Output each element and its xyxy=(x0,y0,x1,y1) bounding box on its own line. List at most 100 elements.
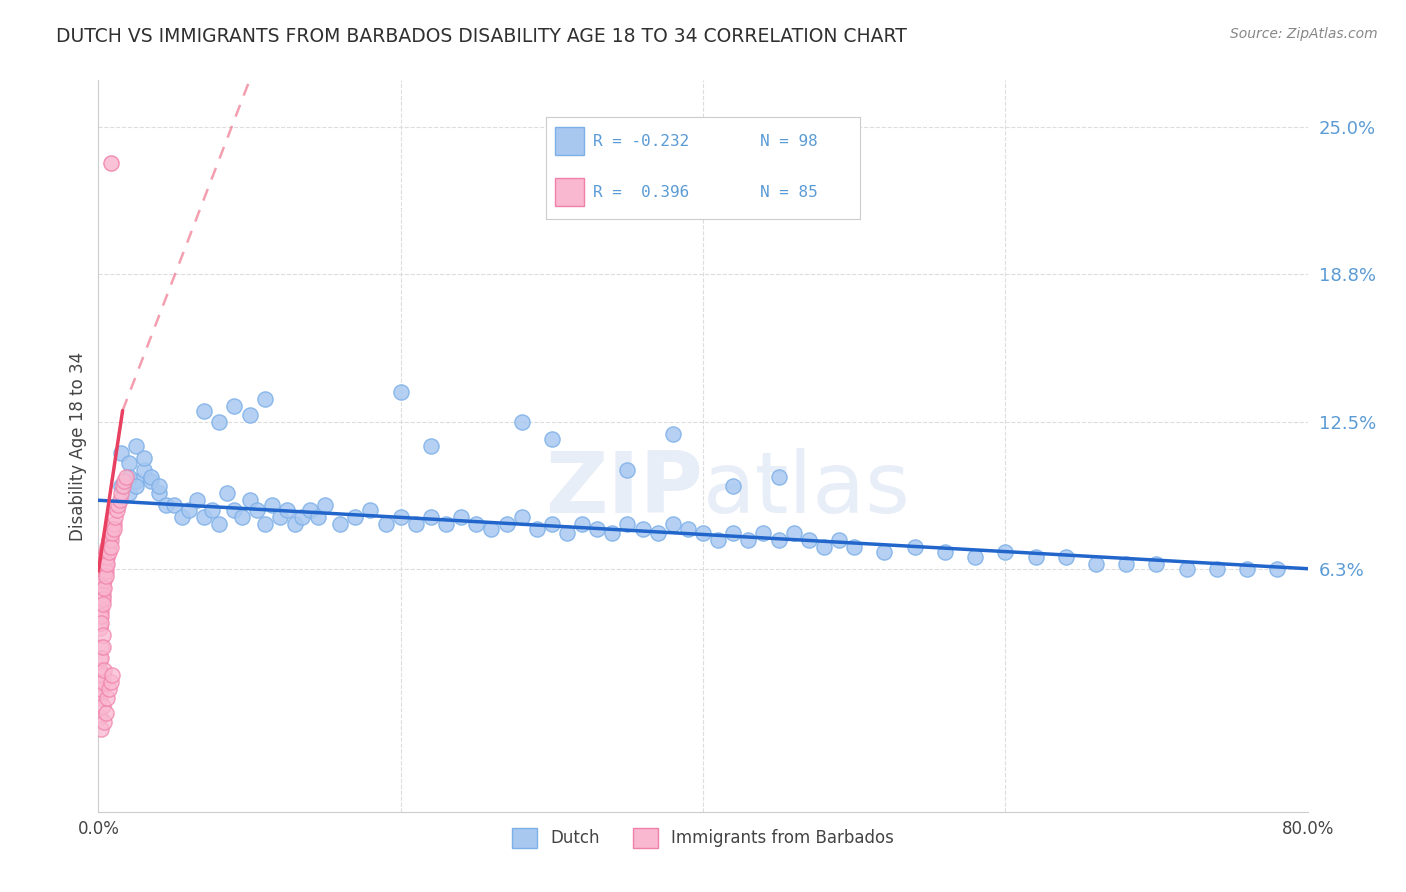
Point xyxy=(737,533,759,548)
Point xyxy=(105,502,128,516)
Legend: Dutch, Immigrants from Barbados: Dutch, Immigrants from Barbados xyxy=(505,821,901,855)
Point xyxy=(90,675,112,690)
Point xyxy=(96,545,118,559)
Point xyxy=(813,541,835,555)
Point xyxy=(616,516,638,531)
Point xyxy=(141,475,163,489)
Point xyxy=(284,516,307,531)
Point xyxy=(132,462,155,476)
Point xyxy=(1024,549,1046,564)
Point xyxy=(692,526,714,541)
Point xyxy=(163,498,186,512)
Point xyxy=(118,469,141,483)
Point xyxy=(89,615,111,630)
Point xyxy=(103,516,125,531)
Point xyxy=(723,526,745,541)
Point xyxy=(723,479,745,493)
Point xyxy=(89,588,111,602)
Point xyxy=(89,608,111,623)
Point xyxy=(405,516,427,531)
Point xyxy=(510,509,533,524)
Point xyxy=(155,498,177,512)
Point xyxy=(215,486,238,500)
Point xyxy=(94,564,117,578)
Point xyxy=(193,509,215,524)
Point xyxy=(90,615,112,630)
Point xyxy=(481,522,503,536)
Point xyxy=(91,628,114,642)
Point xyxy=(91,597,114,611)
Point xyxy=(707,533,730,548)
Point xyxy=(89,574,111,588)
Point xyxy=(98,541,121,555)
Point xyxy=(239,409,262,423)
Point xyxy=(602,526,624,541)
Point xyxy=(434,516,457,531)
Point xyxy=(100,533,122,548)
Point xyxy=(89,675,111,690)
Point xyxy=(93,574,115,588)
Point xyxy=(89,663,111,677)
Point xyxy=(631,522,654,536)
Point xyxy=(107,498,129,512)
Point xyxy=(201,502,224,516)
Point xyxy=(253,392,276,406)
Point xyxy=(873,545,896,559)
Point xyxy=(193,403,215,417)
Point xyxy=(100,675,122,690)
Point xyxy=(104,509,127,524)
Point xyxy=(616,462,638,476)
Point xyxy=(141,469,163,483)
Point xyxy=(661,427,683,442)
Point xyxy=(783,526,806,541)
Point xyxy=(314,498,336,512)
Point xyxy=(934,545,956,559)
Point xyxy=(93,663,115,677)
Point xyxy=(90,588,112,602)
Point xyxy=(90,564,112,578)
Point xyxy=(269,509,291,524)
Point xyxy=(768,469,790,483)
Point xyxy=(96,691,118,706)
Point xyxy=(89,691,111,706)
Point xyxy=(110,479,132,493)
Point xyxy=(93,557,115,571)
Point xyxy=(90,568,112,582)
Point xyxy=(89,651,111,665)
Point xyxy=(96,541,118,555)
Point xyxy=(540,432,562,446)
Point xyxy=(1115,557,1137,571)
Point xyxy=(94,545,117,559)
Point xyxy=(90,651,112,665)
Point xyxy=(90,604,112,618)
Point xyxy=(797,533,820,548)
Point xyxy=(239,493,262,508)
Point xyxy=(374,516,396,531)
Point xyxy=(91,698,114,713)
Point xyxy=(307,509,329,524)
Point xyxy=(420,439,443,453)
Point xyxy=(828,533,851,548)
Point xyxy=(389,384,412,399)
Point xyxy=(110,486,132,500)
Point xyxy=(93,581,115,595)
Point xyxy=(89,568,111,582)
Point xyxy=(89,710,111,724)
Point xyxy=(179,502,201,516)
Point xyxy=(101,668,124,682)
Point xyxy=(389,509,412,524)
Point xyxy=(89,604,111,618)
Point xyxy=(208,516,231,531)
Point xyxy=(768,533,790,548)
Point xyxy=(540,516,562,531)
Point xyxy=(1085,557,1108,571)
Point xyxy=(91,675,114,690)
Point xyxy=(91,574,114,588)
Point xyxy=(91,592,114,607)
Point xyxy=(93,714,115,729)
Point xyxy=(571,516,593,531)
Point xyxy=(495,516,517,531)
Point xyxy=(89,592,111,607)
Point xyxy=(91,581,114,595)
Point xyxy=(90,592,112,607)
